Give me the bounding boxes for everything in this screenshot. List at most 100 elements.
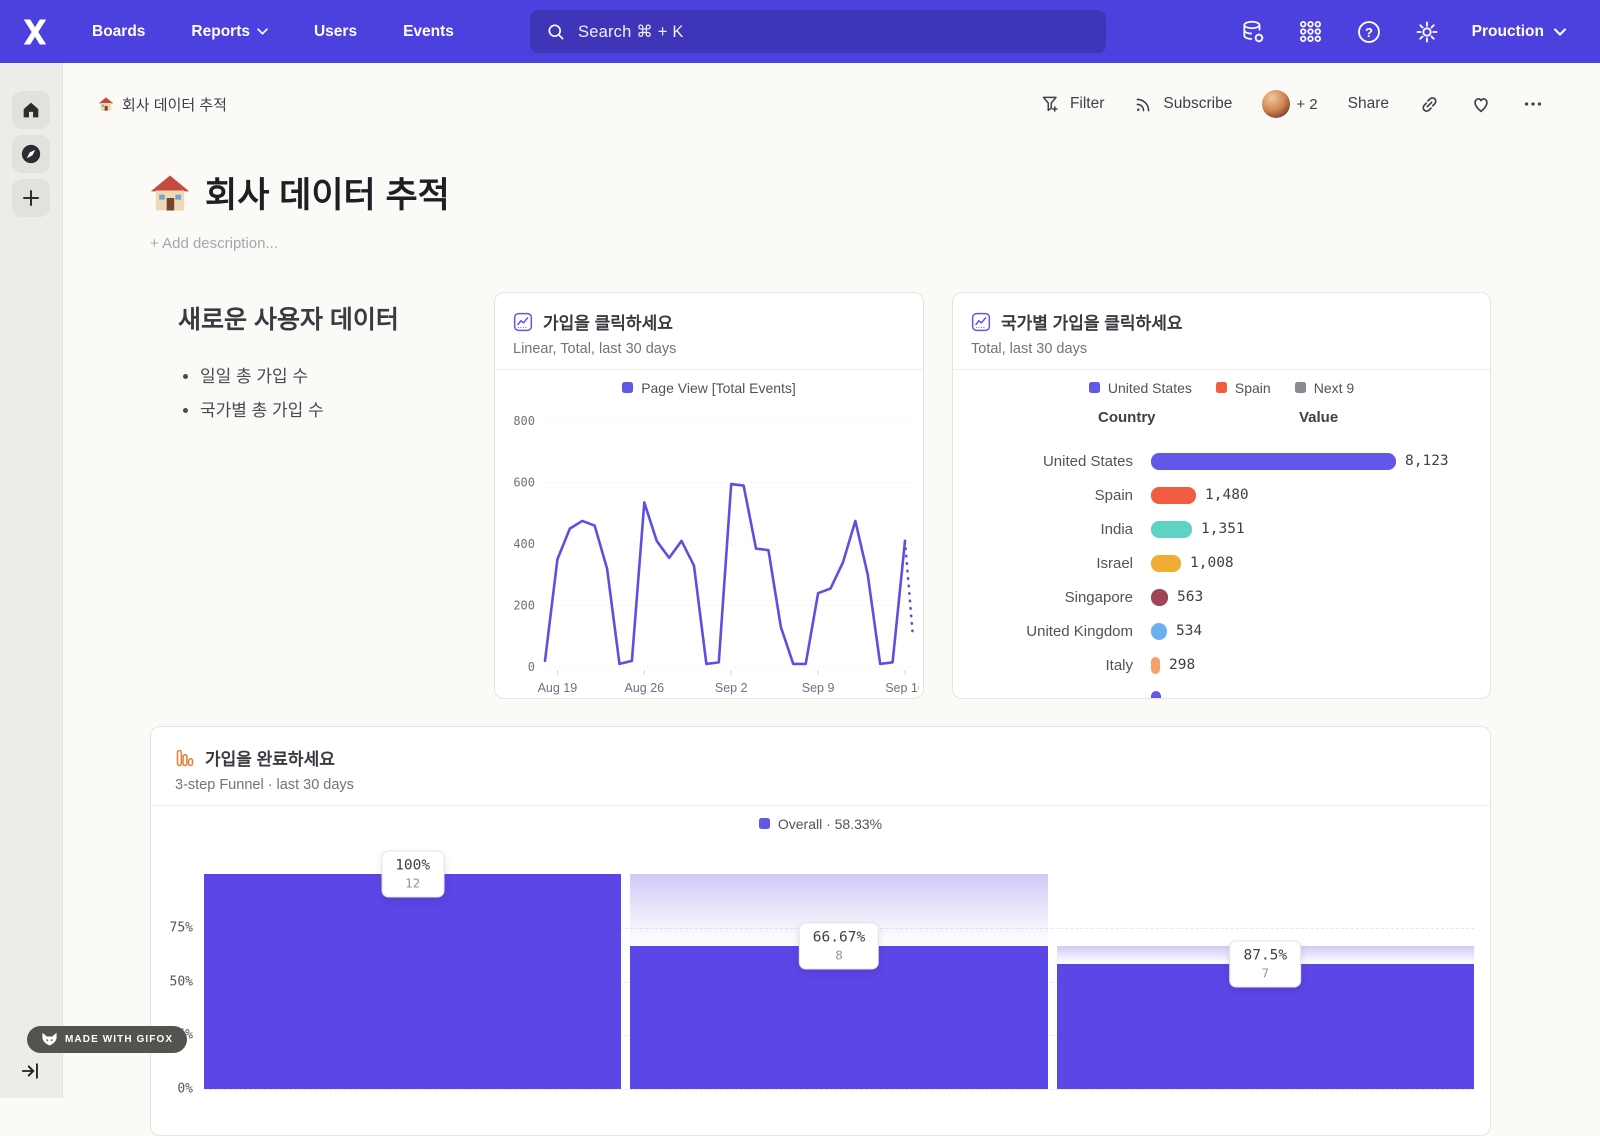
filter-button[interactable]: Filter — [1041, 94, 1104, 114]
home-icon — [23, 102, 39, 118]
create-button[interactable] — [12, 179, 50, 217]
main-content: 회사 데이터 추적 Filter Subscribe + 2 — [63, 63, 1600, 1136]
nav-item-label: Reports — [191, 22, 250, 40]
more-options-button[interactable] — [1522, 93, 1544, 115]
collaborators[interactable]: + 2 — [1262, 90, 1318, 118]
funnel-bar[interactable] — [630, 945, 1048, 1089]
fox-icon — [42, 1032, 57, 1046]
country-name: United States — [1042, 452, 1133, 470]
country-value: 563 — [1177, 589, 1204, 605]
page-title[interactable]: 회사 데이터 추적 — [150, 167, 1600, 218]
funnel-bars: 100% 12 66.67% 8 87.5% 7 — [204, 850, 1474, 1089]
subscribe-button[interactable]: Subscribe — [1134, 94, 1232, 114]
legend-item[interactable]: Overall · 58.33% — [758, 815, 883, 832]
help-icon[interactable]: ? — [1356, 19, 1382, 45]
search-icon — [548, 24, 564, 40]
settings-gear-icon[interactable] — [1414, 19, 1440, 45]
country-row-partial — [953, 682, 1490, 698]
funnel-legend: Overall · 58.33% — [151, 806, 1490, 841]
legend-item[interactable]: United States — [1088, 379, 1192, 396]
line-card-title: 가입을 클릭하세요 — [543, 314, 673, 333]
x-tick-label: Aug 19 — [538, 681, 578, 695]
primary-nav: Boards Reports Users Events — [92, 23, 454, 41]
left-sidebar — [0, 63, 63, 1098]
y-tick-label: 600 — [513, 476, 535, 490]
legend-swatch — [1294, 382, 1306, 393]
nav-item-label: Users — [313, 22, 358, 40]
legend-label: Next 9 — [1313, 379, 1355, 396]
funnel-step-1: 100% 12 — [204, 850, 622, 1089]
country-bar[interactable] — [1151, 588, 1168, 606]
discover-button[interactable] — [12, 135, 50, 173]
bar-chart-icon — [176, 749, 194, 766]
x-tick-label: Sep 16 — [885, 681, 919, 695]
country-bar[interactable] — [1151, 486, 1196, 504]
legend-label: United States — [1107, 379, 1192, 396]
legend-item[interactable]: Page View [Total Events] — [622, 380, 796, 396]
country-bar[interactable] — [1151, 656, 1160, 674]
project-switcher[interactable]: Prouction — [1472, 23, 1566, 41]
country-bar[interactable] — [1151, 554, 1181, 572]
text-card[interactable]: 새로운 사용자 데이터 일일 총 가입 수국가별 총 가입 수 — [150, 292, 494, 699]
breadcrumb-label: 회사 데이터 추적 — [122, 96, 227, 114]
legend-item[interactable]: Spain — [1215, 380, 1271, 396]
nav-item-label: Boards — [92, 22, 146, 40]
funnel-y-tick-label: 50% — [169, 974, 193, 989]
collaborator-avatar — [1262, 90, 1291, 118]
nav-item-boards[interactable]: Boards — [92, 23, 145, 41]
country-bar[interactable] — [1151, 622, 1167, 640]
country-bar[interactable] — [1151, 452, 1396, 470]
funnel-bar[interactable] — [204, 874, 622, 1089]
line-chart-icon — [513, 312, 533, 331]
share-label: Share — [1347, 95, 1389, 112]
y-tick-label: 800 — [513, 414, 535, 428]
line-chart-plot[interactable]: 0 200 400 600 800 Aug 19 Aug 26 Sep 2 Sep 9 Sep 1… — [495, 405, 925, 701]
funnel-card[interactable]: 가입을 완료하세요 3-step Funnel · last 30 days O… — [150, 726, 1491, 1136]
funnel-step-count: 8 — [835, 947, 843, 963]
country-name: Israel — [1096, 554, 1133, 572]
text-card-bullet: 국가별 총 가입 수 — [200, 396, 494, 421]
nav-item-users[interactable]: Users — [314, 23, 357, 41]
mixpanel-logo-icon[interactable] — [18, 15, 52, 49]
search-placeholder: Search ⌘ + K — [578, 22, 684, 41]
gifox-badge[interactable]: MADE WITH GIFOX — [27, 1026, 188, 1053]
country-card-title: 국가별 가입을 클릭하세요 — [1001, 314, 1183, 333]
nav-item-reports[interactable]: Reports — [191, 23, 268, 41]
legend-item[interactable]: Next 9 — [1294, 379, 1355, 396]
line-chart-card[interactable]: 가입을 클릭하세요 Linear, Total, last 30 days Pa… — [494, 292, 925, 701]
line-card-subtitle: Linear, Total, last 30 days — [513, 341, 677, 357]
country-value: 298 — [1169, 657, 1196, 673]
link-icon — [1422, 96, 1437, 112]
page-title-text: 회사 데이터 추적 — [205, 176, 450, 215]
breadcrumb[interactable]: 회사 데이터 추적 — [98, 94, 227, 115]
country-value: 1,480 — [1205, 487, 1249, 503]
line-card-header: 가입을 클릭하세요 Linear, Total, last 30 days — [495, 293, 923, 369]
country-bar-card[interactable]: 국가별 가입을 클릭하세요 Total, last 30 days United… — [952, 292, 1491, 699]
data-management-icon[interactable] — [1240, 19, 1266, 45]
search-input[interactable]: Search ⌘ + K — [530, 10, 1106, 53]
share-button[interactable]: Share — [1348, 95, 1389, 113]
x-tick-label: Sep 9 — [802, 681, 835, 695]
funnel-card-header: 가입을 완료하세요 3-step Funnel · last 30 days — [151, 727, 1490, 805]
country-bar[interactable] — [1151, 690, 1161, 698]
home-button[interactable] — [12, 91, 50, 129]
expand-sidebar-button[interactable] — [20, 1060, 42, 1082]
apps-grid-icon[interactable] — [1298, 19, 1324, 45]
favorite-button[interactable] — [1470, 93, 1492, 115]
line-chart-icon — [971, 312, 991, 331]
add-description-field[interactable]: + Add description... — [150, 235, 278, 252]
legend-swatch — [622, 382, 634, 393]
line-series — [543, 482, 907, 666]
copy-link-button[interactable] — [1419, 94, 1440, 115]
country-value: 1,008 — [1190, 555, 1234, 571]
funnel-y-tick-label: 0% — [177, 1081, 193, 1097]
country-name: United Kingdom — [1026, 622, 1133, 640]
country-bar[interactable] — [1151, 520, 1192, 538]
country-value: 534 — [1176, 623, 1203, 639]
nav-item-label: Events — [403, 22, 454, 40]
nav-item-events[interactable]: Events — [403, 23, 454, 41]
subscribe-label: Subscribe — [1163, 95, 1233, 112]
legend-label: Overall · 58.33% — [777, 815, 883, 832]
logo-x-glyph — [23, 19, 47, 44]
country-card-header: 국가별 가입을 클릭하세요 Total, last 30 days — [953, 293, 1490, 369]
